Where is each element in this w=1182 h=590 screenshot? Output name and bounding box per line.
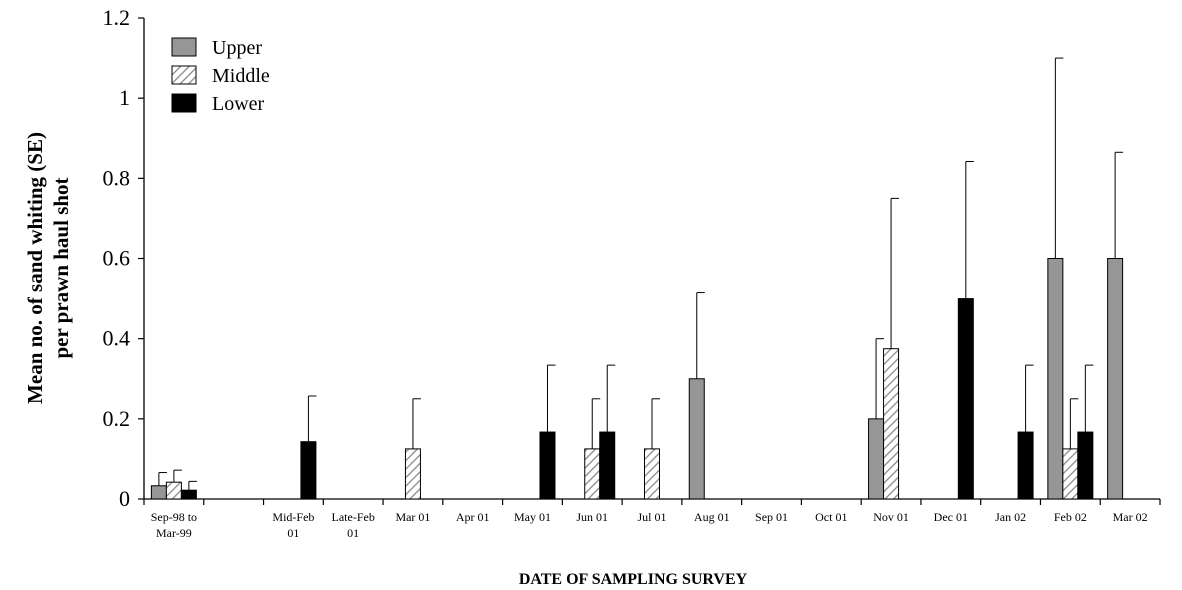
x-tick-label: Sep 01: [755, 510, 788, 524]
legend-label-lower: Lower: [212, 93, 265, 115]
y-tick-label: 0: [119, 486, 130, 511]
y-tick-label: 0.8: [103, 165, 131, 190]
bar-middle: [165, 481, 182, 500]
legend-label-middle: Middle: [212, 65, 270, 87]
bars: [150, 57, 1124, 500]
y-tick-label: 1: [119, 85, 130, 110]
bar-lower: [957, 298, 974, 500]
bar-middle: [404, 448, 421, 500]
x-tick-label: 01: [287, 526, 299, 540]
x-tick-label: Mar 01: [395, 510, 430, 524]
legend-swatch-lower: [171, 93, 197, 113]
legend: Upper Middle Lower: [171, 37, 270, 115]
bar-middle: [584, 448, 601, 500]
x-tick-label: Jun 01: [576, 510, 608, 524]
bar-upper: [1047, 258, 1064, 500]
x-tick-label: Jan 02: [995, 510, 1026, 524]
legend-label-upper: Upper: [212, 37, 262, 59]
bar-lower: [300, 441, 317, 500]
bar-middle: [1062, 448, 1079, 500]
x-tick-label: 01: [347, 526, 359, 540]
y-tick-label: 0.2: [103, 406, 131, 431]
axes: 0 0.2 0.4 0.6 0.8 1 1.2 Sep-98 to Mar-99 Mid-Feb 0…: [103, 5, 1161, 540]
x-tick-label: Sep-98 to: [151, 510, 197, 524]
bar-upper: [868, 418, 885, 500]
x-tick-label: Dec 01: [934, 510, 968, 524]
x-tick-label: Mar-99: [156, 526, 192, 540]
bar-upper: [1107, 258, 1124, 500]
y-tick-label: 0.6: [103, 246, 131, 271]
bar-lower: [599, 431, 616, 500]
x-tick-label: Nov 01: [873, 510, 909, 524]
x-tick-label: Mid-Feb: [272, 510, 314, 524]
bar-middle: [883, 348, 900, 500]
legend-swatch-upper: [171, 37, 197, 57]
x-tick-label: Feb 02: [1054, 510, 1087, 524]
y-axis-title-line-1: Mean no. of sand whiting (SE): [23, 132, 47, 404]
x-tick-label: Apr 01: [456, 510, 490, 524]
bar-lower: [1077, 431, 1094, 500]
x-tick-label: Mar 02: [1113, 510, 1148, 524]
y-tick-label: 0.4: [103, 326, 131, 351]
bar-upper: [688, 378, 705, 500]
bar-lower: [1017, 431, 1034, 500]
y-axis-title: Mean no. of sand whiting (SE) per prawn …: [23, 132, 73, 404]
x-tick-label: May 01: [514, 510, 551, 524]
axis-labels: DATE OF SAMPLING SURVEY Mean no. of sand…: [23, 132, 748, 588]
x-tick-label: Aug 01: [694, 510, 730, 524]
y-tick-label: 1.2: [103, 5, 131, 30]
y-axis-title-line-2: per prawn haul shot: [49, 177, 73, 358]
x-axis-title: DATE OF SAMPLING SURVEY: [519, 571, 748, 588]
bar-lower: [180, 489, 197, 500]
legend-swatch-middle: [171, 65, 197, 85]
x-tick-label: Jul 01: [637, 510, 666, 524]
x-tick-label: Late-Feb: [332, 510, 375, 524]
bar-lower: [539, 431, 556, 500]
x-tick-label: Oct 01: [815, 510, 847, 524]
bar-middle: [644, 448, 660, 500]
bar-upper: [150, 485, 167, 500]
